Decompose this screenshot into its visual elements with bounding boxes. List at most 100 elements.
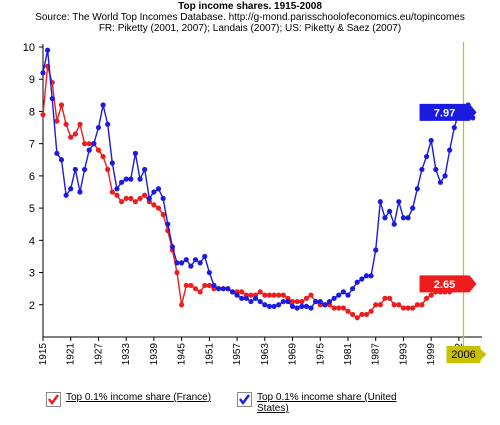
y-tick-label: 8 xyxy=(29,106,35,118)
data-point-france xyxy=(266,292,273,298)
data-point-us xyxy=(202,253,208,260)
data-point-us xyxy=(188,263,194,269)
legend-label-us: Top 0.1% income share (United States) xyxy=(257,392,397,414)
callout-box xyxy=(419,275,477,293)
legend-item-us[interactable]: Top 0.1% income share (United States) xyxy=(237,392,422,414)
data-point-us xyxy=(345,292,351,298)
data-point-us xyxy=(405,215,411,221)
x-tick-label: 1981 xyxy=(343,343,354,366)
data-point-france xyxy=(77,121,83,127)
data-point-france xyxy=(206,282,212,289)
data-point-france xyxy=(410,305,416,311)
checkbox-us-icon[interactable] xyxy=(237,392,252,407)
data-point-france xyxy=(137,195,143,202)
data-point-france xyxy=(359,311,365,318)
data-point-us xyxy=(239,295,245,301)
data-point-france xyxy=(303,295,309,301)
data-point-us xyxy=(373,247,379,253)
x-tick-label: 1987 xyxy=(371,343,382,366)
data-point-us xyxy=(183,257,189,263)
checkbox-france-icon[interactable] xyxy=(46,392,61,407)
data-point-us xyxy=(91,141,97,147)
x-tick-label: 1951 xyxy=(204,343,215,366)
data-point-us xyxy=(313,298,319,305)
data-point-france xyxy=(262,292,268,298)
data-point-us xyxy=(137,176,143,182)
data-point-france xyxy=(81,141,88,147)
data-point-france xyxy=(414,302,420,308)
y-tick-label: 2 xyxy=(29,300,35,312)
data-point-france xyxy=(391,302,397,308)
data-point-france xyxy=(280,292,286,298)
data-point-us xyxy=(257,298,263,305)
data-point-us xyxy=(396,199,402,205)
data-point-us xyxy=(105,121,111,127)
value-callout-france: 2.65 xyxy=(419,275,477,293)
data-point-us xyxy=(386,208,393,214)
data-point-france xyxy=(428,292,434,298)
data-point-us xyxy=(262,302,268,308)
x-tick-label: 1933 xyxy=(121,343,132,366)
data-point-france xyxy=(405,305,411,311)
data-point-us xyxy=(368,273,374,279)
data-point-us xyxy=(234,292,240,298)
data-point-france xyxy=(350,311,356,318)
y-tick-label: 5 xyxy=(29,203,35,215)
data-point-france xyxy=(248,292,254,298)
data-point-us xyxy=(40,70,46,76)
x-tick-label: 2 xyxy=(454,343,465,349)
data-point-france xyxy=(373,302,379,308)
x-tick-label: 1993 xyxy=(398,343,409,366)
year-marker-label: 2006 xyxy=(451,349,475,361)
data-point-us xyxy=(192,257,199,263)
data-point-france xyxy=(174,269,180,276)
data-point-us xyxy=(142,166,148,173)
data-point-france xyxy=(423,295,430,301)
data-point-us xyxy=(58,157,65,163)
data-point-france xyxy=(105,166,111,173)
data-point-france xyxy=(396,302,402,308)
data-point-us xyxy=(363,273,370,279)
data-point-france xyxy=(58,102,65,108)
data-point-france xyxy=(419,302,425,308)
data-point-us xyxy=(248,298,254,305)
legend-item-france[interactable]: Top 0.1% income share (France) xyxy=(46,392,211,407)
series-line-us xyxy=(42,50,474,309)
data-point-us xyxy=(326,298,333,305)
data-point-us xyxy=(400,215,407,221)
data-point-us xyxy=(285,298,291,305)
data-point-france xyxy=(202,282,208,289)
data-point-france xyxy=(336,305,342,311)
data-point-us xyxy=(317,298,323,305)
data-point-us xyxy=(72,166,78,173)
data-point-us xyxy=(354,279,360,285)
data-point-us xyxy=(160,195,166,202)
data-point-us xyxy=(128,176,134,182)
data-point-france xyxy=(160,211,166,218)
y-tick-label: 6 xyxy=(29,171,35,183)
data-point-us xyxy=(49,95,55,102)
data-point-us xyxy=(414,186,420,192)
data-point-us xyxy=(95,124,102,131)
data-point-us xyxy=(225,286,231,292)
data-point-us xyxy=(391,221,397,227)
data-point-france xyxy=(377,302,383,308)
data-point-france xyxy=(114,192,120,198)
legend-label-france: Top 0.1% income share (France) xyxy=(66,392,212,403)
data-point-france xyxy=(118,199,125,205)
data-point-us xyxy=(451,124,457,131)
year-marker-arrow xyxy=(480,349,487,360)
y-tick-label: 7 xyxy=(29,139,35,151)
data-point-us xyxy=(303,303,309,309)
data-point-us xyxy=(165,221,171,227)
data-point-us xyxy=(280,298,286,305)
data-point-france xyxy=(63,121,69,127)
data-point-us xyxy=(229,289,236,295)
data-point-us xyxy=(359,276,365,282)
data-point-france xyxy=(271,292,277,298)
data-point-us xyxy=(423,153,430,160)
x-tick-label: 1999 xyxy=(426,343,437,366)
data-point-us xyxy=(63,192,69,198)
data-point-us xyxy=(109,160,115,166)
